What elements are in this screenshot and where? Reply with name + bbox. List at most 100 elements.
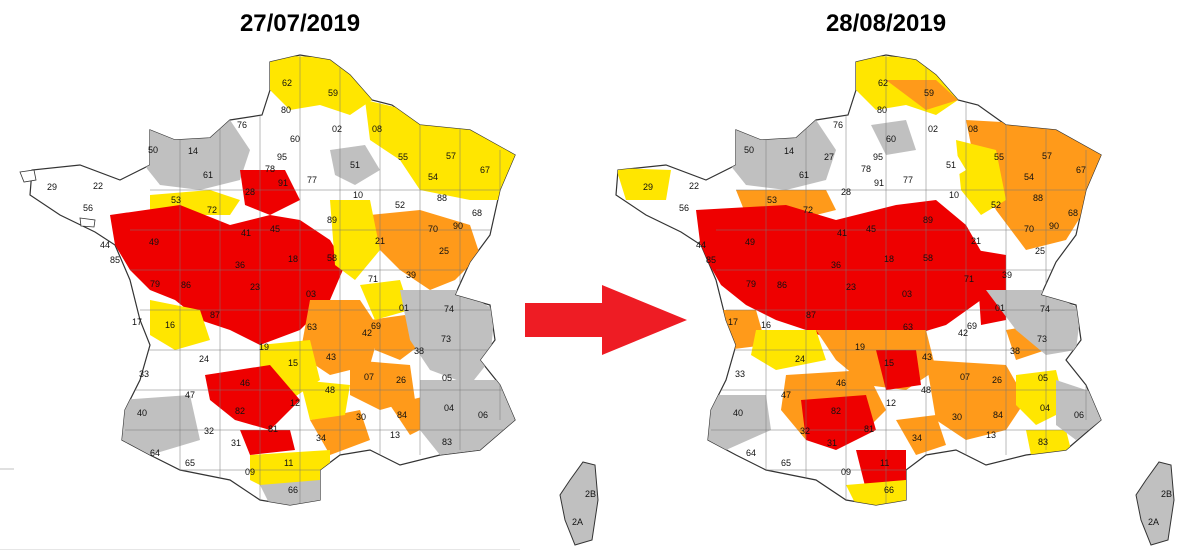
department-label-72: 72: [803, 205, 813, 215]
department-label-33: 33: [735, 369, 745, 379]
department-label-38: 38: [414, 346, 424, 356]
department-label-72: 72: [207, 205, 217, 215]
department-label-63: 63: [307, 322, 317, 332]
department-label-53: 53: [171, 195, 181, 205]
map-date-august: 28/08/2019: [825, 10, 947, 37]
department-label-23: 23: [250, 282, 260, 292]
department-label-43: 43: [326, 352, 336, 362]
department-label-67: 67: [480, 165, 490, 175]
department-label-81: 81: [864, 424, 874, 434]
department-label-21: 21: [375, 236, 385, 246]
department-label-39: 39: [1002, 270, 1012, 280]
department-label-34: 34: [316, 433, 326, 443]
map-date-july: 27/07/2019: [239, 10, 361, 37]
department-label-86: 86: [181, 280, 191, 290]
department-label-36: 36: [831, 260, 841, 270]
department-label-19: 19: [855, 342, 865, 352]
department-label-40: 40: [733, 408, 743, 418]
department-label-84: 84: [993, 410, 1003, 420]
department-label-60: 60: [290, 134, 300, 144]
department-label-80: 80: [281, 105, 291, 115]
department-label-07: 07: [960, 372, 970, 382]
department-label-15: 15: [884, 358, 894, 368]
corsica-july: 2B 2A: [559, 461, 599, 546]
department-label-91: 91: [278, 178, 288, 188]
department-label-90: 90: [1049, 221, 1059, 231]
department-label-32: 32: [204, 426, 214, 436]
department-label-05: 05: [442, 373, 452, 383]
department-label-08: 08: [968, 124, 978, 134]
department-label-45: 45: [866, 224, 876, 234]
department-label-47: 47: [185, 390, 195, 400]
department-label-41: 41: [241, 228, 251, 238]
department-label-38: 38: [1010, 346, 1020, 356]
department-label-87: 87: [806, 310, 816, 320]
department-label-63: 63: [903, 322, 913, 332]
department-label-79: 79: [150, 279, 160, 289]
department-label-45: 45: [270, 224, 280, 234]
department-label-30: 30: [952, 412, 962, 422]
west-islands-july: [19, 169, 96, 228]
department-label-70: 70: [428, 224, 438, 234]
department-label-82: 82: [831, 406, 841, 416]
department-label-04: 04: [444, 403, 454, 413]
corsica-label-2a: 2A: [1148, 517, 1159, 527]
department-label-25: 25: [439, 246, 449, 256]
department-label-12: 12: [886, 398, 896, 408]
department-label-23: 23: [846, 282, 856, 292]
department-label-69: 69: [967, 321, 977, 331]
department-label-36: 36: [235, 260, 245, 270]
corsica-label-2a: 2A: [572, 517, 583, 527]
department-label-29: 29: [643, 182, 653, 192]
department-label-31: 31: [827, 438, 837, 448]
department-label-48: 48: [325, 385, 335, 395]
department-label-14: 14: [188, 146, 198, 156]
department-label-73: 73: [441, 334, 451, 344]
department-label-66: 66: [288, 485, 298, 495]
department-label-62: 62: [878, 78, 888, 88]
corsica-label-2b: 2B: [1161, 489, 1172, 499]
department-label-01: 01: [399, 303, 409, 313]
department-label-62: 62: [282, 78, 292, 88]
department-label-11: 11: [284, 458, 293, 468]
department-label-80: 80: [877, 105, 887, 115]
department-label-54: 54: [1024, 172, 1034, 182]
department-label-52: 52: [395, 200, 405, 210]
department-label-60: 60: [886, 134, 896, 144]
department-label-82: 82: [235, 406, 245, 416]
department-label-89: 89: [327, 215, 337, 225]
department-label-48: 48: [921, 385, 931, 395]
department-label-26: 26: [992, 375, 1002, 385]
department-label-18: 18: [884, 254, 894, 264]
department-label-59: 59: [924, 88, 934, 98]
department-label-31: 31: [231, 438, 241, 448]
department-label-19: 19: [259, 342, 269, 352]
department-label-53: 53: [767, 195, 777, 205]
department-label-58: 58: [923, 253, 933, 263]
department-label-33: 33: [139, 369, 149, 379]
department-label-34: 34: [912, 433, 922, 443]
department-label-86: 86: [777, 280, 787, 290]
restriction-zones-august: [616, 55, 1101, 505]
department-label-09: 09: [245, 467, 255, 477]
department-label-44: 44: [100, 240, 110, 250]
department-label-95: 95: [873, 152, 883, 162]
department-label-29: 29: [47, 182, 57, 192]
department-label-30: 30: [356, 412, 366, 422]
department-label-65: 65: [781, 458, 791, 468]
department-label-27: 27: [824, 152, 834, 162]
edge-mark: [0, 468, 14, 470]
department-label-73: 73: [1037, 334, 1047, 344]
department-label-17: 17: [132, 317, 142, 327]
department-label-78: 78: [861, 164, 871, 174]
department-label-24: 24: [199, 354, 209, 364]
department-label-71: 71: [368, 274, 378, 284]
department-label-59: 59: [328, 88, 338, 98]
department-label-90: 90: [453, 221, 463, 231]
department-label-49: 49: [149, 237, 159, 247]
department-label-46: 46: [240, 378, 250, 388]
department-label-41: 41: [837, 228, 847, 238]
department-label-74: 74: [1040, 304, 1050, 314]
department-label-95: 95: [277, 152, 287, 162]
